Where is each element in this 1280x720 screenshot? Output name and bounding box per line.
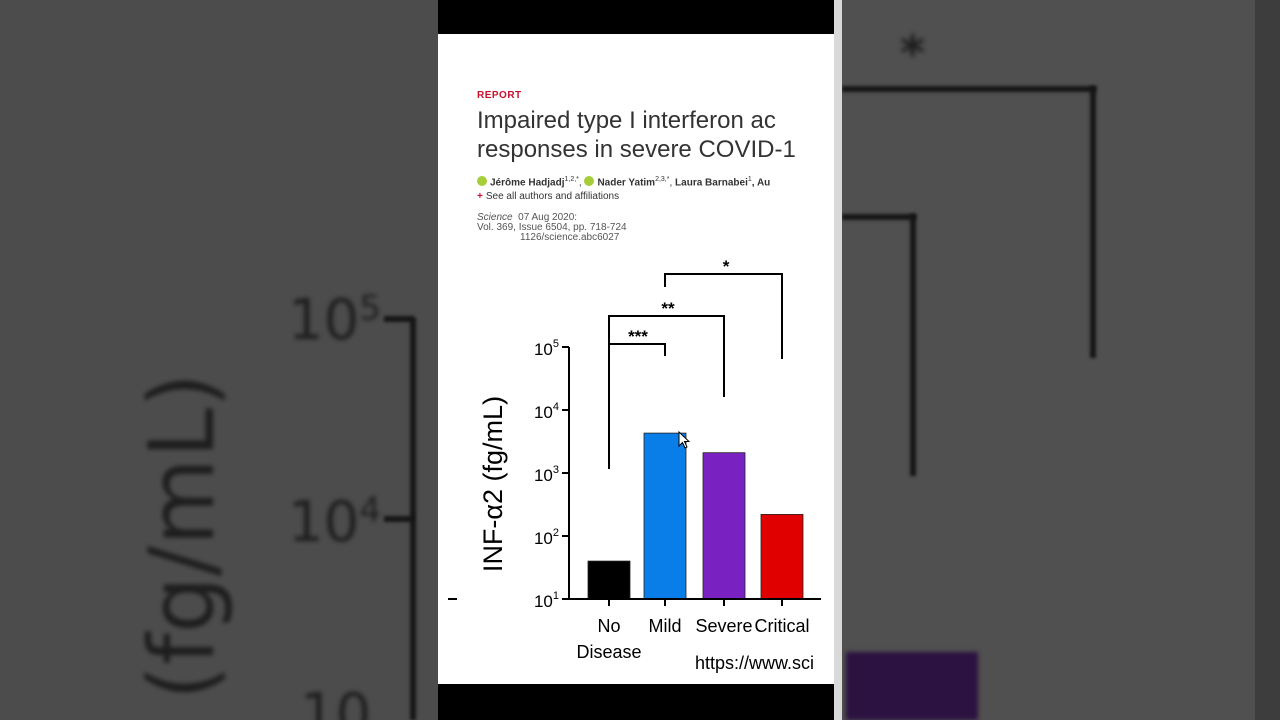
bar-0 — [587, 560, 631, 600]
significance-bracket-1 — [608, 315, 725, 469]
blurred-tick-mark-upper — [384, 316, 414, 322]
bar-chart: 101 102 103 104 105 No Disease Mild Severe Critic… — [448, 257, 821, 673]
orcid-icon — [584, 176, 595, 187]
author-3-sup: 1 — [747, 176, 752, 183]
y-tick-label-2: 103 — [534, 464, 559, 485]
article-page: REPORT Impaired type I interferon ac res… — [438, 34, 834, 684]
author-2[interactable]: Nader Yatim — [597, 177, 656, 189]
video-frame: REPORT Impaired type I interferon ac res… — [438, 0, 842, 720]
author-list: Jérôme Hadjadj1,2,*, Nader Yatim2,3,*, L… — [477, 176, 770, 188]
significance-bracket-2 — [664, 273, 783, 359]
blurred-tick-bottom: 10 — [300, 682, 372, 720]
blurred-bracket-top — [842, 86, 1096, 92]
author-more: , Au — [751, 177, 771, 189]
significance-label-2: * — [723, 257, 730, 276]
blurred-bracket-mid-drop — [910, 214, 916, 476]
x-tick-label-0: No — [597, 616, 620, 636]
blurred-bar-severe — [846, 652, 978, 720]
x-tick-label-3: Critical — [754, 616, 809, 636]
bar-1 — [643, 432, 687, 600]
blurred-background-left: 105 104 10 (fg/mL) — [0, 0, 438, 720]
author-1-sup: 1,2,* — [564, 176, 579, 183]
citation-doi: 1126/science.abc6027 — [520, 232, 620, 243]
citation: Science 07 Aug 2020: Vol. 369, Issue 650… — [477, 213, 627, 243]
orcid-icon — [477, 176, 487, 187]
source-url: https://www.sci — [695, 653, 814, 673]
y-tick-label-3: 104 — [534, 401, 559, 422]
blurred-ylabel: (fg/mL) — [130, 372, 235, 700]
x-tick-label-1: Mild — [648, 616, 681, 636]
frame-separator — [834, 0, 842, 720]
author-1[interactable]: Jérôme Hadjadj — [490, 177, 565, 189]
significance-label-1: ** — [661, 299, 675, 318]
title-line-2: responses in severe COVID-1 — [477, 136, 796, 163]
citation-date: 07 Aug 2020: — [518, 212, 578, 223]
blurred-star: * — [900, 26, 926, 82]
author-2-sup: 2,3,* — [655, 176, 670, 183]
citation-journal: Science — [477, 212, 513, 223]
article-title: Impaired type I interferon ac responses … — [477, 106, 796, 164]
y-tick-label-0: 101 — [534, 590, 559, 611]
affiliations-link[interactable]: + See all authors and affiliations — [477, 191, 619, 202]
blurred-bracket-mid — [842, 214, 916, 220]
mouse-cursor-icon — [678, 431, 691, 449]
report-label: REPORT — [477, 90, 522, 101]
blurred-background-right: * — [842, 0, 1255, 720]
citation-volume: Vol. 369, Issue 6504, pp. 718-724 — [477, 222, 627, 233]
plus-icon: + — [477, 191, 483, 202]
affiliations-text: See all authors and affiliations — [485, 191, 620, 202]
blurred-tick-upper: 105 — [288, 288, 381, 353]
y-tick-label-4: 105 — [534, 338, 559, 359]
blurred-tick-mark-lower — [384, 516, 414, 522]
right-edge — [1255, 0, 1280, 720]
title-line-1: Impaired type I interferon ac — [477, 107, 776, 134]
blurred-tick-lower: 104 — [288, 490, 381, 555]
bar-2 — [702, 452, 746, 600]
x-tick-label-2: Severe — [695, 616, 752, 636]
y-axis-label: INF-α2 (fg/mL) — [478, 396, 508, 572]
bar-3 — [760, 514, 804, 600]
author-3[interactable]: Laura Barnabei — [675, 177, 748, 189]
x-tick-label-0-line2: Disease — [576, 642, 641, 662]
y-tick-label-1: 102 — [534, 527, 559, 548]
blurred-bracket-right — [1090, 86, 1096, 358]
significance-label-0: *** — [628, 327, 648, 346]
